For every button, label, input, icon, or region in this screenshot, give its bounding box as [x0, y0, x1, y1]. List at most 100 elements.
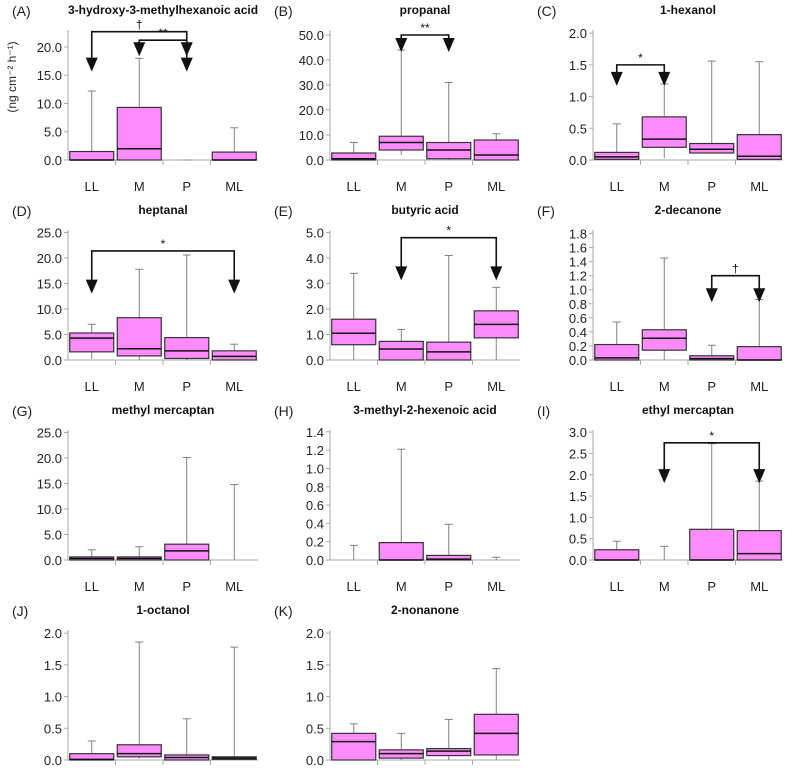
y-tick-label: 1.5: [44, 658, 62, 673]
box-m: [116, 106, 162, 161]
significance-marker: *: [638, 51, 643, 65]
significance-marker: *: [709, 429, 714, 443]
panel-title: 2-nonanone: [391, 603, 459, 617]
y-tick-label: 1.0: [44, 690, 62, 705]
x-tick-label: P: [444, 579, 453, 594]
significance-marker: †: [732, 262, 739, 276]
x-tick-label: M: [134, 179, 145, 194]
y-tick-label: 0.0: [44, 353, 62, 368]
panel-label: (H): [274, 403, 293, 419]
y-tick-label: 10.0: [37, 502, 62, 517]
arrowhead-icon: [180, 57, 193, 72]
panel-c: (C) 1-hexanol 0.0 0.5 1.0 1.5 2.0 LL M P ML *: [537, 3, 783, 194]
panel-label: (F): [537, 203, 555, 219]
box-p: [689, 142, 735, 154]
y-tick-label: 20.0: [37, 40, 62, 55]
panel-label: (E): [274, 203, 293, 219]
y-tick-label: 30.0: [299, 78, 324, 93]
x-tick-label: LL: [85, 379, 99, 394]
y-tick-label: 20.0: [37, 451, 62, 466]
x-tick-label: M: [396, 579, 407, 594]
x-tick-label: ML: [225, 179, 243, 194]
box-ml: [736, 134, 782, 160]
y-tick-label: 0.6: [569, 311, 587, 326]
y-tick-label: 0.0: [306, 553, 324, 568]
panel-f: (F) 2-decanone 0.00.20.40.60.81.01.21.41.6…: [537, 203, 783, 394]
y-tick-label: 2.0: [569, 468, 587, 483]
y-tick-label: 5.0: [44, 528, 62, 543]
y-tick-label: 5.0: [306, 226, 324, 241]
box-m: [378, 542, 424, 561]
y-tick-label: 0.0: [44, 753, 62, 768]
panel-label: (B): [274, 3, 293, 19]
y-tick-label: 1.4: [306, 425, 324, 440]
arrowhead-icon: [395, 38, 408, 52]
box-ml: [736, 346, 782, 361]
y-tick-label: 0.0: [306, 353, 324, 368]
panel-label: (I): [537, 403, 550, 419]
y-tick-label: 0.4: [306, 516, 324, 531]
box-m: [641, 116, 687, 148]
panel-title: methyl mercaptan: [112, 403, 215, 417]
y-tick-label: 1.0: [569, 510, 587, 525]
y-tick-label: 0.0: [44, 153, 62, 168]
y-tick-label: 50.0: [299, 28, 324, 43]
x-tick-label: M: [659, 179, 670, 194]
panel-title: ethyl mercaptan: [642, 403, 734, 417]
y-tick-label: 0.0: [306, 753, 324, 768]
arrowhead-icon: [133, 42, 146, 57]
arrowhead-icon: [658, 71, 671, 86]
y-tick-label: 20.0: [299, 103, 324, 118]
x-tick-label: P: [444, 179, 453, 194]
panel-title: butyric acid: [391, 203, 458, 217]
x-tick-label: LL: [610, 379, 624, 394]
panel-title: propanal: [400, 3, 451, 17]
panel-title: 3-methyl-2-hexenoic acid: [353, 403, 496, 417]
y-tick-label: 0.8: [569, 297, 587, 312]
y-tick-label: 1.0: [306, 690, 324, 705]
significance-bracket: [615, 64, 666, 74]
y-tick-label: 4.0: [306, 251, 324, 266]
x-tick-label: LL: [610, 579, 624, 594]
y-tick-label: 0.4: [569, 325, 587, 340]
y-tick-label: 40.0: [299, 53, 324, 68]
y-tick-label: 1.2: [569, 269, 587, 284]
y-tick-label: 0.5: [44, 721, 62, 736]
box-p: [426, 554, 472, 561]
y-tick-label: 0.5: [569, 532, 587, 547]
y-tick-label: 10.0: [37, 302, 62, 317]
panel-d: (D) heptanal 0.0 5.0 10.0 15.0 20.0 25.0 LL M P ML *: [12, 203, 258, 394]
box-ml: [736, 529, 782, 561]
y-tick-label: 1.4: [569, 255, 587, 270]
y-tick-label: 10.0: [299, 128, 324, 143]
box-p: [426, 747, 472, 757]
y-tick-label: 1.0: [569, 283, 587, 298]
significance-bracket: [663, 441, 761, 472]
x-tick-label: P: [707, 579, 716, 594]
y-tick-label: 0.0: [569, 353, 587, 368]
arrowhead-icon: [705, 288, 718, 303]
panel-label: (A): [12, 3, 31, 19]
significance-marker: **: [158, 26, 168, 40]
y-tick-label: 5.0: [44, 328, 62, 343]
y-tick-label: 2.0: [306, 626, 324, 641]
x-tick-label: LL: [347, 179, 361, 194]
y-tick-label: 25.0: [37, 426, 62, 441]
x-tick-label: ML: [487, 179, 505, 194]
x-tick-label: ML: [487, 579, 505, 594]
significance-bracket: [710, 274, 761, 291]
box-p: [164, 543, 210, 561]
panel-b: (B) propanal 0.0 10.0 20.0 30.0 40.0 50.0 LL M P ML…: [274, 3, 520, 194]
x-tick-label: P: [182, 179, 191, 194]
box-p: [164, 336, 210, 360]
y-tick-label: 15.0: [37, 477, 62, 492]
arrowhead-icon: [180, 42, 193, 57]
y-tick-label: 0.5: [569, 121, 587, 136]
y-tick-label: 15.0: [37, 68, 62, 83]
y-tick-label: 1.6: [569, 241, 587, 256]
panel-label: (J): [12, 603, 28, 619]
box-ll: [69, 150, 115, 161]
box-ml: [211, 151, 257, 161]
box-ll: [594, 151, 640, 160]
